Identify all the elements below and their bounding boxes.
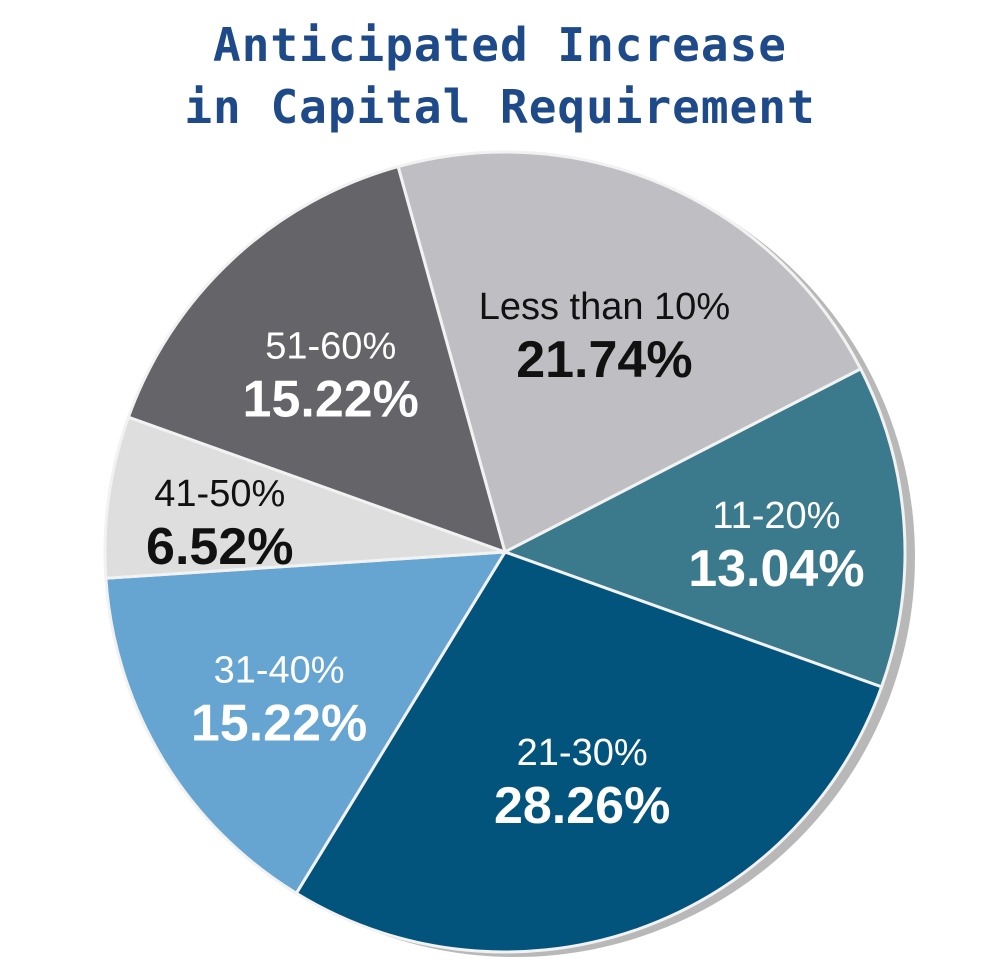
slice-value-label-1: 21.74% (516, 331, 692, 389)
slice-value-label-4: 15.22% (191, 695, 367, 753)
slice-value-label-2: 13.04% (688, 540, 864, 598)
chart-title-line-1: Anticipated Increase (213, 18, 787, 72)
pie-slice-1 (396, 150, 863, 555)
pie-slices (103, 150, 907, 954)
pie-slice-5 (103, 415, 506, 580)
pie-slice-4 (104, 550, 508, 896)
pie-labels: Less than 10%21.74% 11-20%13.04% 21-30%28.… (146, 286, 865, 835)
slice-category-label-5: 41-50% (154, 473, 285, 515)
slice-value-label-5: 6.52% (146, 518, 293, 576)
slice-category-label-2: 11-20% (712, 495, 840, 537)
pie-slice-2 (501, 366, 907, 689)
chart-title: Anticipated Increase in Capital Requirem… (0, 14, 1000, 138)
pie-slice-3 (294, 550, 884, 954)
slice-category-label-1: Less than 10% (479, 286, 730, 328)
pie-slice-6 (126, 164, 508, 555)
slice-category-label-6: 51-60% (265, 325, 396, 367)
slice-value-label-3: 28.26% (494, 777, 670, 835)
slice-category-label-4: 31-40% (214, 650, 345, 692)
slice-value-label-6: 15.22% (243, 370, 419, 428)
slice-category-label-3: 21-30% (517, 732, 648, 774)
chart-title-line-2: in Capital Requirement (184, 80, 816, 134)
